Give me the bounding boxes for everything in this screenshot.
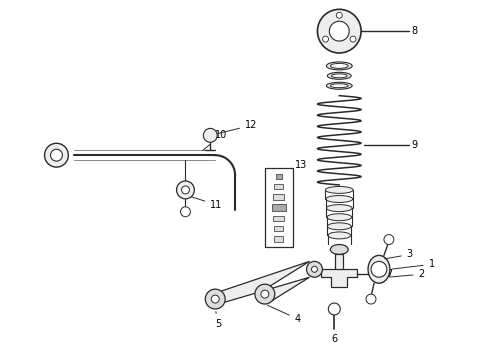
Circle shape [328,303,340,315]
Circle shape [50,149,62,161]
Ellipse shape [326,82,352,89]
Text: 6: 6 [331,334,338,344]
Text: 1: 1 [392,259,435,269]
Ellipse shape [326,62,352,70]
Circle shape [329,21,349,41]
Circle shape [176,181,195,199]
Text: 13: 13 [293,160,307,173]
Bar [273,194,284,200]
Circle shape [322,36,328,42]
Text: 2: 2 [390,269,425,279]
Ellipse shape [328,232,351,239]
Text: 5: 5 [215,312,221,329]
Bar [273,216,284,221]
Circle shape [181,186,190,194]
Ellipse shape [327,72,351,79]
Circle shape [205,289,225,309]
Text: 12: 12 [213,121,257,135]
Circle shape [45,143,69,167]
Circle shape [211,295,219,303]
Polygon shape [215,261,310,305]
Bar [274,226,283,231]
Circle shape [261,290,269,298]
Bar [274,235,283,242]
Circle shape [318,9,361,53]
Ellipse shape [330,244,348,255]
Ellipse shape [326,204,352,212]
Text: 9: 9 [412,140,418,150]
Circle shape [312,266,318,272]
Ellipse shape [330,84,348,88]
Ellipse shape [331,74,347,78]
Circle shape [307,261,322,277]
Circle shape [336,12,342,18]
Ellipse shape [368,255,390,283]
Ellipse shape [327,223,351,230]
Circle shape [350,36,356,42]
Ellipse shape [326,195,353,202]
Bar [274,184,283,189]
Text: 3: 3 [385,249,413,260]
Polygon shape [321,269,357,287]
Circle shape [255,284,275,304]
Text: 8: 8 [412,26,418,36]
Circle shape [203,129,217,142]
Bar [276,174,282,179]
Bar [272,204,286,211]
Ellipse shape [330,63,348,68]
Ellipse shape [327,214,352,221]
Text: 10: 10 [202,130,227,150]
Text: 7: 7 [386,269,392,279]
Bar [265,168,293,247]
Text: 4: 4 [268,305,301,324]
Ellipse shape [325,186,353,193]
Circle shape [180,207,191,217]
Text: 11: 11 [188,196,222,210]
Bar [335,255,343,279]
Circle shape [371,261,387,277]
Circle shape [366,294,376,304]
Circle shape [384,235,394,244]
